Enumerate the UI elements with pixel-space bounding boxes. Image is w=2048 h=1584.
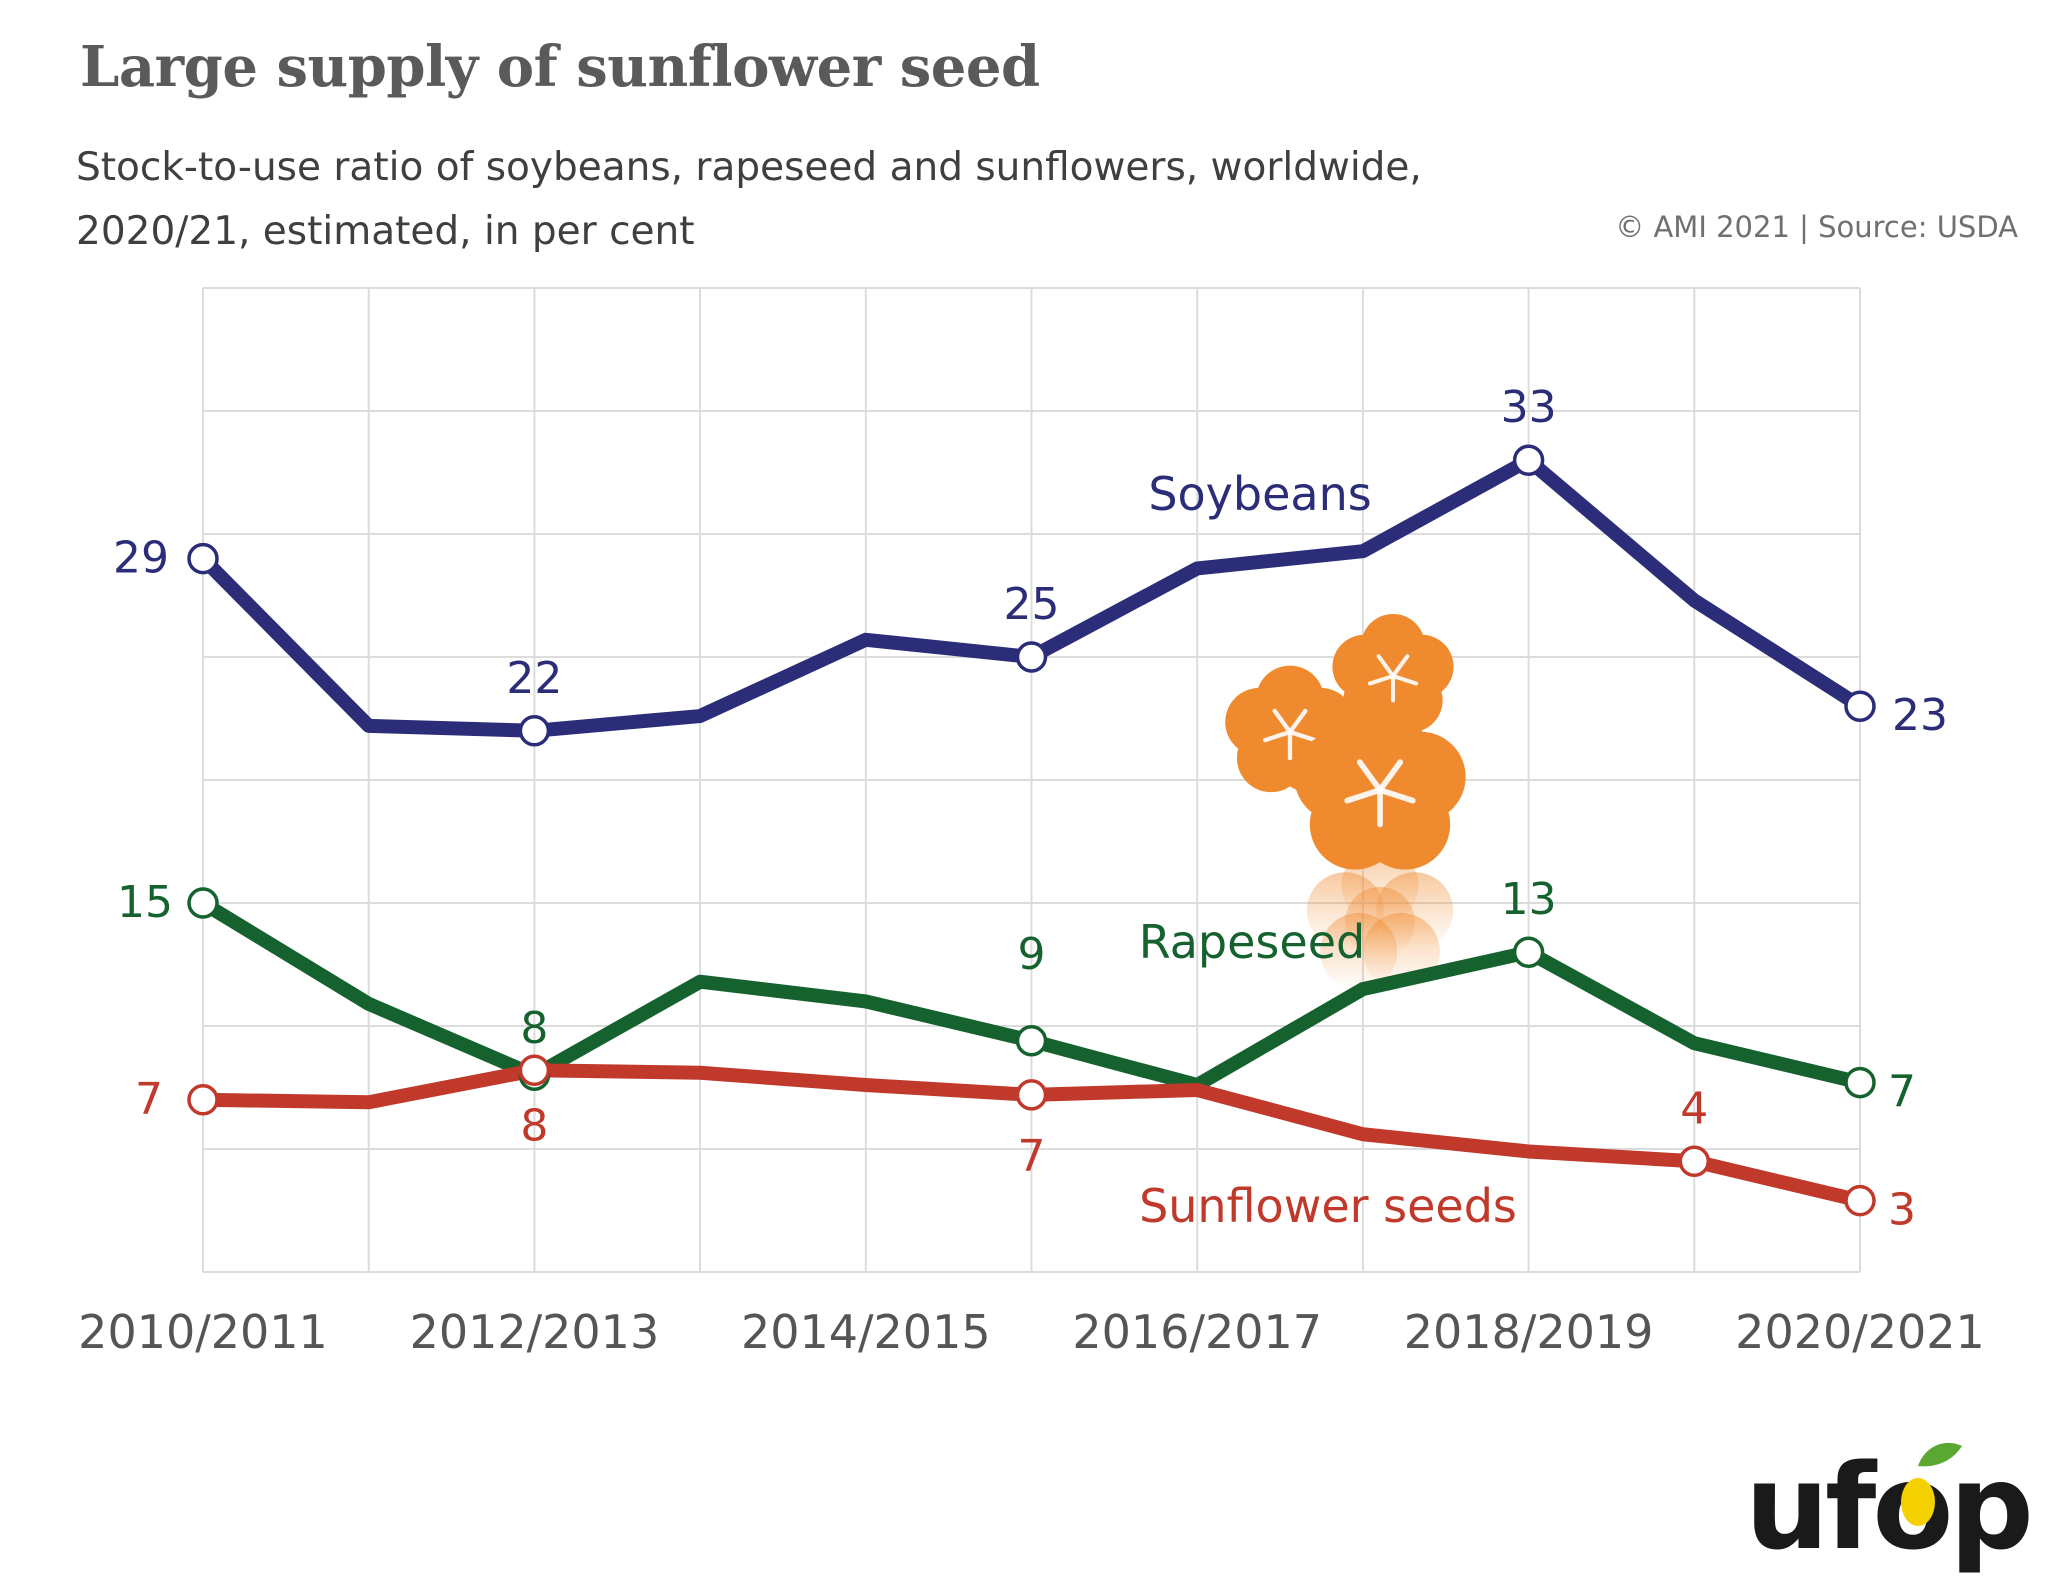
soybeans-data-label: 22 bbox=[506, 653, 562, 704]
x-tick-label: 2010/2011 bbox=[78, 1305, 328, 1359]
sunflower-point bbox=[1678, 1145, 1711, 1178]
x-axis: 2010/2011 2012/2013 2014/2015 2016/2017 2018… bbox=[78, 1305, 1985, 1359]
soybeans-point bbox=[187, 542, 219, 575]
sunflower-data-label: 7 bbox=[135, 1074, 163, 1125]
soybeans-point bbox=[1512, 444, 1545, 476]
sunflower-point bbox=[1844, 1184, 1876, 1217]
rapeseed-data-label: 7 bbox=[1888, 1067, 1916, 1118]
sunflower-data-label: 3 bbox=[1888, 1185, 1916, 1236]
rapeseed-point bbox=[187, 887, 219, 919]
rapeseed-data-label: 15 bbox=[117, 877, 173, 928]
sunflower-illustration bbox=[1225, 613, 1466, 990]
chart-title: Large supply of sunflower seed bbox=[80, 34, 1040, 100]
grid bbox=[202, 287, 1861, 1273]
subtitle-line-1: Stock-to-use ratio of soybeans, rapeseed… bbox=[76, 145, 1422, 190]
soybeans-data-label: 29 bbox=[113, 533, 169, 584]
rapeseed-point bbox=[1844, 1066, 1876, 1099]
ufop-logo: ufop bbox=[1745, 1438, 2034, 1576]
rapeseed-point bbox=[1512, 936, 1545, 968]
flower-icon bbox=[1294, 702, 1466, 870]
logo-seed-icon bbox=[1901, 1478, 1935, 1526]
soybeans-point bbox=[1844, 690, 1876, 722]
x-tick-label: 2012/2013 bbox=[410, 1305, 660, 1359]
soybeans-point bbox=[518, 715, 551, 747]
soybeans-data-label: 33 bbox=[1501, 382, 1557, 433]
sunflower-point bbox=[187, 1084, 219, 1116]
x-tick-label: 2016/2017 bbox=[1072, 1305, 1322, 1359]
soybeans-data-label: 23 bbox=[1892, 690, 1948, 741]
sunflower-data-label: 4 bbox=[1680, 1083, 1708, 1134]
soybeans-series-label: Soybeans bbox=[1148, 467, 1371, 521]
sunflower-data-label: 8 bbox=[520, 1100, 548, 1151]
x-tick-label: 2014/2015 bbox=[741, 1305, 991, 1359]
rapeseed-data-label: 9 bbox=[1018, 929, 1046, 980]
soybeans-point bbox=[1015, 641, 1048, 673]
sunflower-series-label: Sunflower seeds bbox=[1139, 1179, 1517, 1233]
series-markers bbox=[187, 444, 1876, 1217]
sunflower-point bbox=[518, 1054, 551, 1087]
rapeseed-data-label: 8 bbox=[520, 1003, 548, 1054]
x-tick-label: 2020/2021 bbox=[1735, 1305, 1985, 1359]
sunflower-data-label: 7 bbox=[1018, 1131, 1046, 1182]
chart-subtitle: Stock-to-use ratio of soybeans, rapeseed… bbox=[76, 136, 1576, 264]
rapeseed-point bbox=[1015, 1025, 1048, 1057]
x-tick-label: 2018/2019 bbox=[1404, 1305, 1654, 1359]
data-labels: 29 22 25 33 23 Soybeans 15 8 9 13 7 Rapeseed 7 8 7 4 3 Su… bbox=[113, 382, 1948, 1235]
rapeseed-series-label: Rapeseed bbox=[1139, 915, 1365, 969]
sunflower-point bbox=[1015, 1079, 1048, 1111]
source-credit: © AMI 2021 | Source: USDA bbox=[1615, 210, 2018, 244]
rapeseed-data-label: 13 bbox=[1501, 874, 1557, 925]
logo-leaf-icon bbox=[1918, 1442, 1962, 1467]
logo-text: ufop bbox=[1745, 1438, 2030, 1576]
flower-icon bbox=[1225, 665, 1355, 793]
subtitle-line-2: 2020/21, estimated, in per cent bbox=[76, 209, 695, 254]
soybeans-data-label: 25 bbox=[1004, 579, 1060, 630]
